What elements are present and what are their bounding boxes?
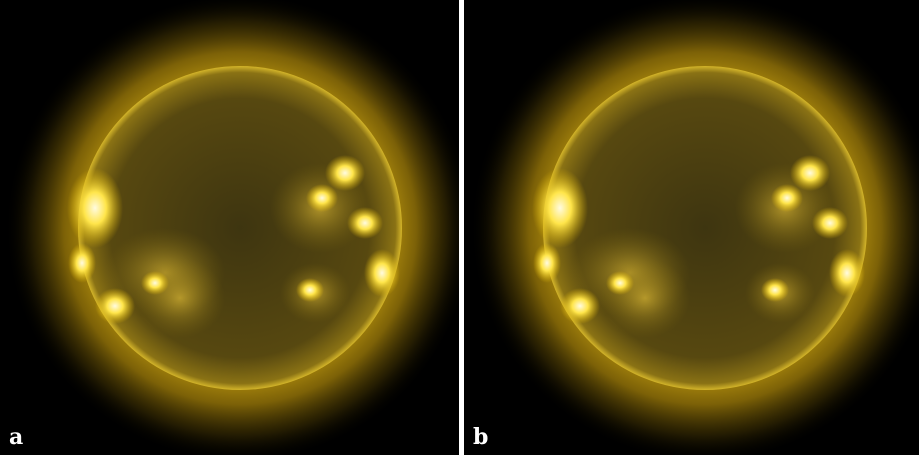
panel-label: b — [473, 424, 488, 450]
panel-label: a — [9, 424, 23, 450]
solar-figure: a b — [0, 0, 919, 455]
sun-image-b — [470, 0, 919, 455]
sun-image-a — [5, 0, 475, 455]
